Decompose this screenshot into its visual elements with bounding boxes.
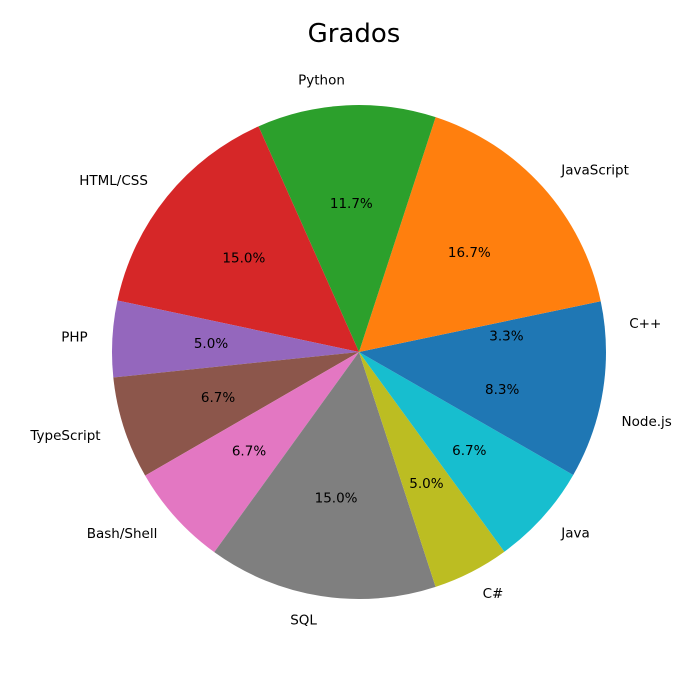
pie-slice-php: [111, 300, 359, 378]
pie-slice-node-js: [359, 352, 606, 475]
pie-slice-javascript: [359, 117, 601, 352]
pie-slice-c: [359, 352, 505, 587]
category-label-python: Python: [298, 73, 345, 89]
percent-label-node-js: 8.3%: [485, 382, 519, 398]
percent-label-c: 5.0%: [409, 476, 443, 492]
pie-slice-python: [258, 105, 436, 353]
category-label-bash-shell: Bash/Shell: [87, 526, 158, 542]
category-label-typescript: TypeScript: [29, 428, 100, 444]
pie-slice-sql: [214, 352, 436, 600]
percent-label-typescript: 6.7%: [201, 390, 235, 406]
percent-label-java: 6.7%: [452, 443, 486, 459]
percent-label-bash-shell: 6.7%: [232, 443, 266, 459]
category-label-html-css: HTML/CSS: [79, 173, 148, 189]
pie-slice-c: [359, 301, 606, 352]
percent-label-python: 11.7%: [330, 196, 373, 212]
category-label-c: C#: [483, 586, 504, 602]
percent-label-c: 3.3%: [489, 329, 523, 345]
percent-label-sql: 15.0%: [315, 490, 358, 506]
category-label-php: PHP: [61, 330, 87, 346]
pie-slice-bash-shell: [145, 352, 359, 553]
category-label-sql: SQL: [290, 612, 317, 628]
pie-slice-java: [359, 352, 574, 552]
percent-label-php: 5.0%: [194, 336, 228, 352]
percent-label-html-css: 15.0%: [222, 251, 265, 267]
pie-labels: C++ 3.3% JavaScript 16.7% Python 11.7% HTML/CS…: [29, 73, 671, 629]
category-label-javascript: JavaScript: [560, 163, 629, 179]
pie-slice-typescript: [113, 352, 359, 476]
category-label-node-js: Node.js: [622, 414, 672, 430]
chart-title: Grados: [308, 19, 401, 49]
category-label-java: Java: [560, 525, 590, 541]
pie-slice-html-css: [117, 126, 359, 353]
category-label-c: C++: [629, 316, 661, 332]
percent-label-javascript: 16.7%: [448, 245, 491, 261]
pie-slices: [111, 105, 606, 600]
